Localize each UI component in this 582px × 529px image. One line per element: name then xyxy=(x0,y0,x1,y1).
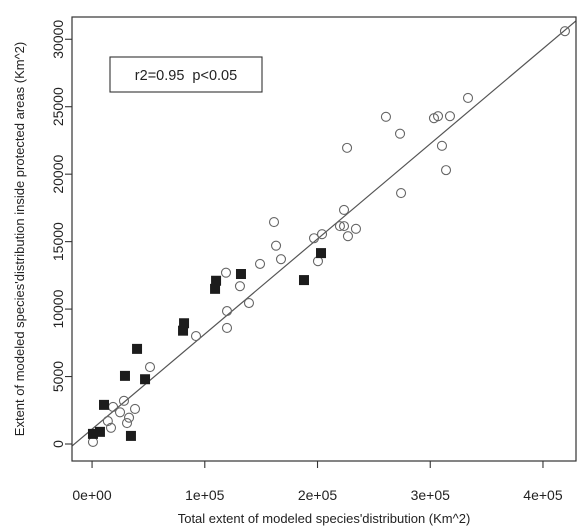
data-point-circle xyxy=(268,217,280,228)
data-point-circle xyxy=(221,306,233,317)
x-axis-title: Total extent of modeled species'distribu… xyxy=(178,511,471,526)
data-point-circle xyxy=(440,165,452,176)
y-tick-label: 10000 xyxy=(50,289,66,328)
data-point-circle xyxy=(114,407,126,418)
data-point-circle xyxy=(342,142,353,153)
data-point-circle xyxy=(221,322,233,334)
data-point-square xyxy=(119,370,130,381)
data-point-square xyxy=(316,248,327,259)
data-point-square xyxy=(125,430,136,441)
y-tick-label: 20000 xyxy=(50,154,66,193)
data-point-circle xyxy=(254,258,266,269)
x-tick-label: 4e+05 xyxy=(523,487,563,503)
data-point-square xyxy=(235,269,246,280)
data-point-square xyxy=(140,374,151,385)
data-point-square xyxy=(298,275,309,286)
plot-frame xyxy=(71,16,577,462)
data-point-circle xyxy=(444,111,456,122)
annotation-box xyxy=(109,56,263,93)
x-tick-label: 2e+05 xyxy=(298,487,338,503)
data-point-circle xyxy=(129,403,141,414)
data-point-circle xyxy=(334,221,346,232)
data-point-circle xyxy=(395,188,407,199)
y-tick-label: 5000 xyxy=(50,361,66,392)
data-point-square xyxy=(87,428,98,439)
data-point-square xyxy=(179,318,190,329)
axis-ticks: 0e+00 1e+05 2e+05 3e+05 4e+05 0 5000 10000 15000… xyxy=(50,20,563,503)
data-point-circle xyxy=(559,26,571,37)
data-point-circle xyxy=(436,140,448,151)
data-point-square xyxy=(132,343,143,354)
y-tick-label: 25000 xyxy=(50,87,66,126)
data-point-circle xyxy=(380,111,391,122)
data-point-circle xyxy=(102,416,113,427)
data-point-circle xyxy=(118,395,130,406)
y-tick-label: 0 xyxy=(50,440,66,448)
data-point-square xyxy=(94,426,105,437)
x-tick-label: 1e+05 xyxy=(185,487,225,503)
data-point-circle xyxy=(394,128,406,139)
data-point-circle xyxy=(190,331,202,342)
data-point-circle xyxy=(220,267,232,278)
data-point-circle xyxy=(123,412,135,423)
data-point-circle xyxy=(308,233,320,244)
data-point-square xyxy=(210,283,221,294)
y-tick-label: 30000 xyxy=(50,20,66,59)
data-point-circle xyxy=(105,422,117,433)
data-points xyxy=(87,26,571,448)
data-point-circle xyxy=(121,418,133,429)
y-tick-label: 15000 xyxy=(50,222,66,261)
data-point-circle xyxy=(243,297,255,309)
data-point-circle xyxy=(316,229,328,240)
data-point-square xyxy=(99,399,110,410)
data-point-circle xyxy=(275,254,287,265)
x-tick-label: 0e+00 xyxy=(72,487,112,503)
data-point-circle xyxy=(270,240,282,251)
annotation-text: r2=0.95 p<0.05 xyxy=(135,68,237,84)
data-point-circle xyxy=(234,281,246,292)
data-point-circle xyxy=(342,231,354,242)
annotation: r2=0.95 p<0.05 xyxy=(109,56,263,93)
data-point-circle xyxy=(432,111,444,122)
data-point-circle xyxy=(462,92,474,103)
regression-line xyxy=(72,20,576,447)
y-axis-title: Extent of modeled species'distribution i… xyxy=(12,42,27,436)
data-point-square xyxy=(211,275,222,286)
data-point-circle xyxy=(144,362,156,373)
x-tick-label: 3e+05 xyxy=(411,487,451,503)
data-point-circle xyxy=(338,221,350,232)
data-point-circle xyxy=(338,204,350,215)
data-point-circle xyxy=(350,223,362,234)
data-point-square xyxy=(178,325,189,336)
